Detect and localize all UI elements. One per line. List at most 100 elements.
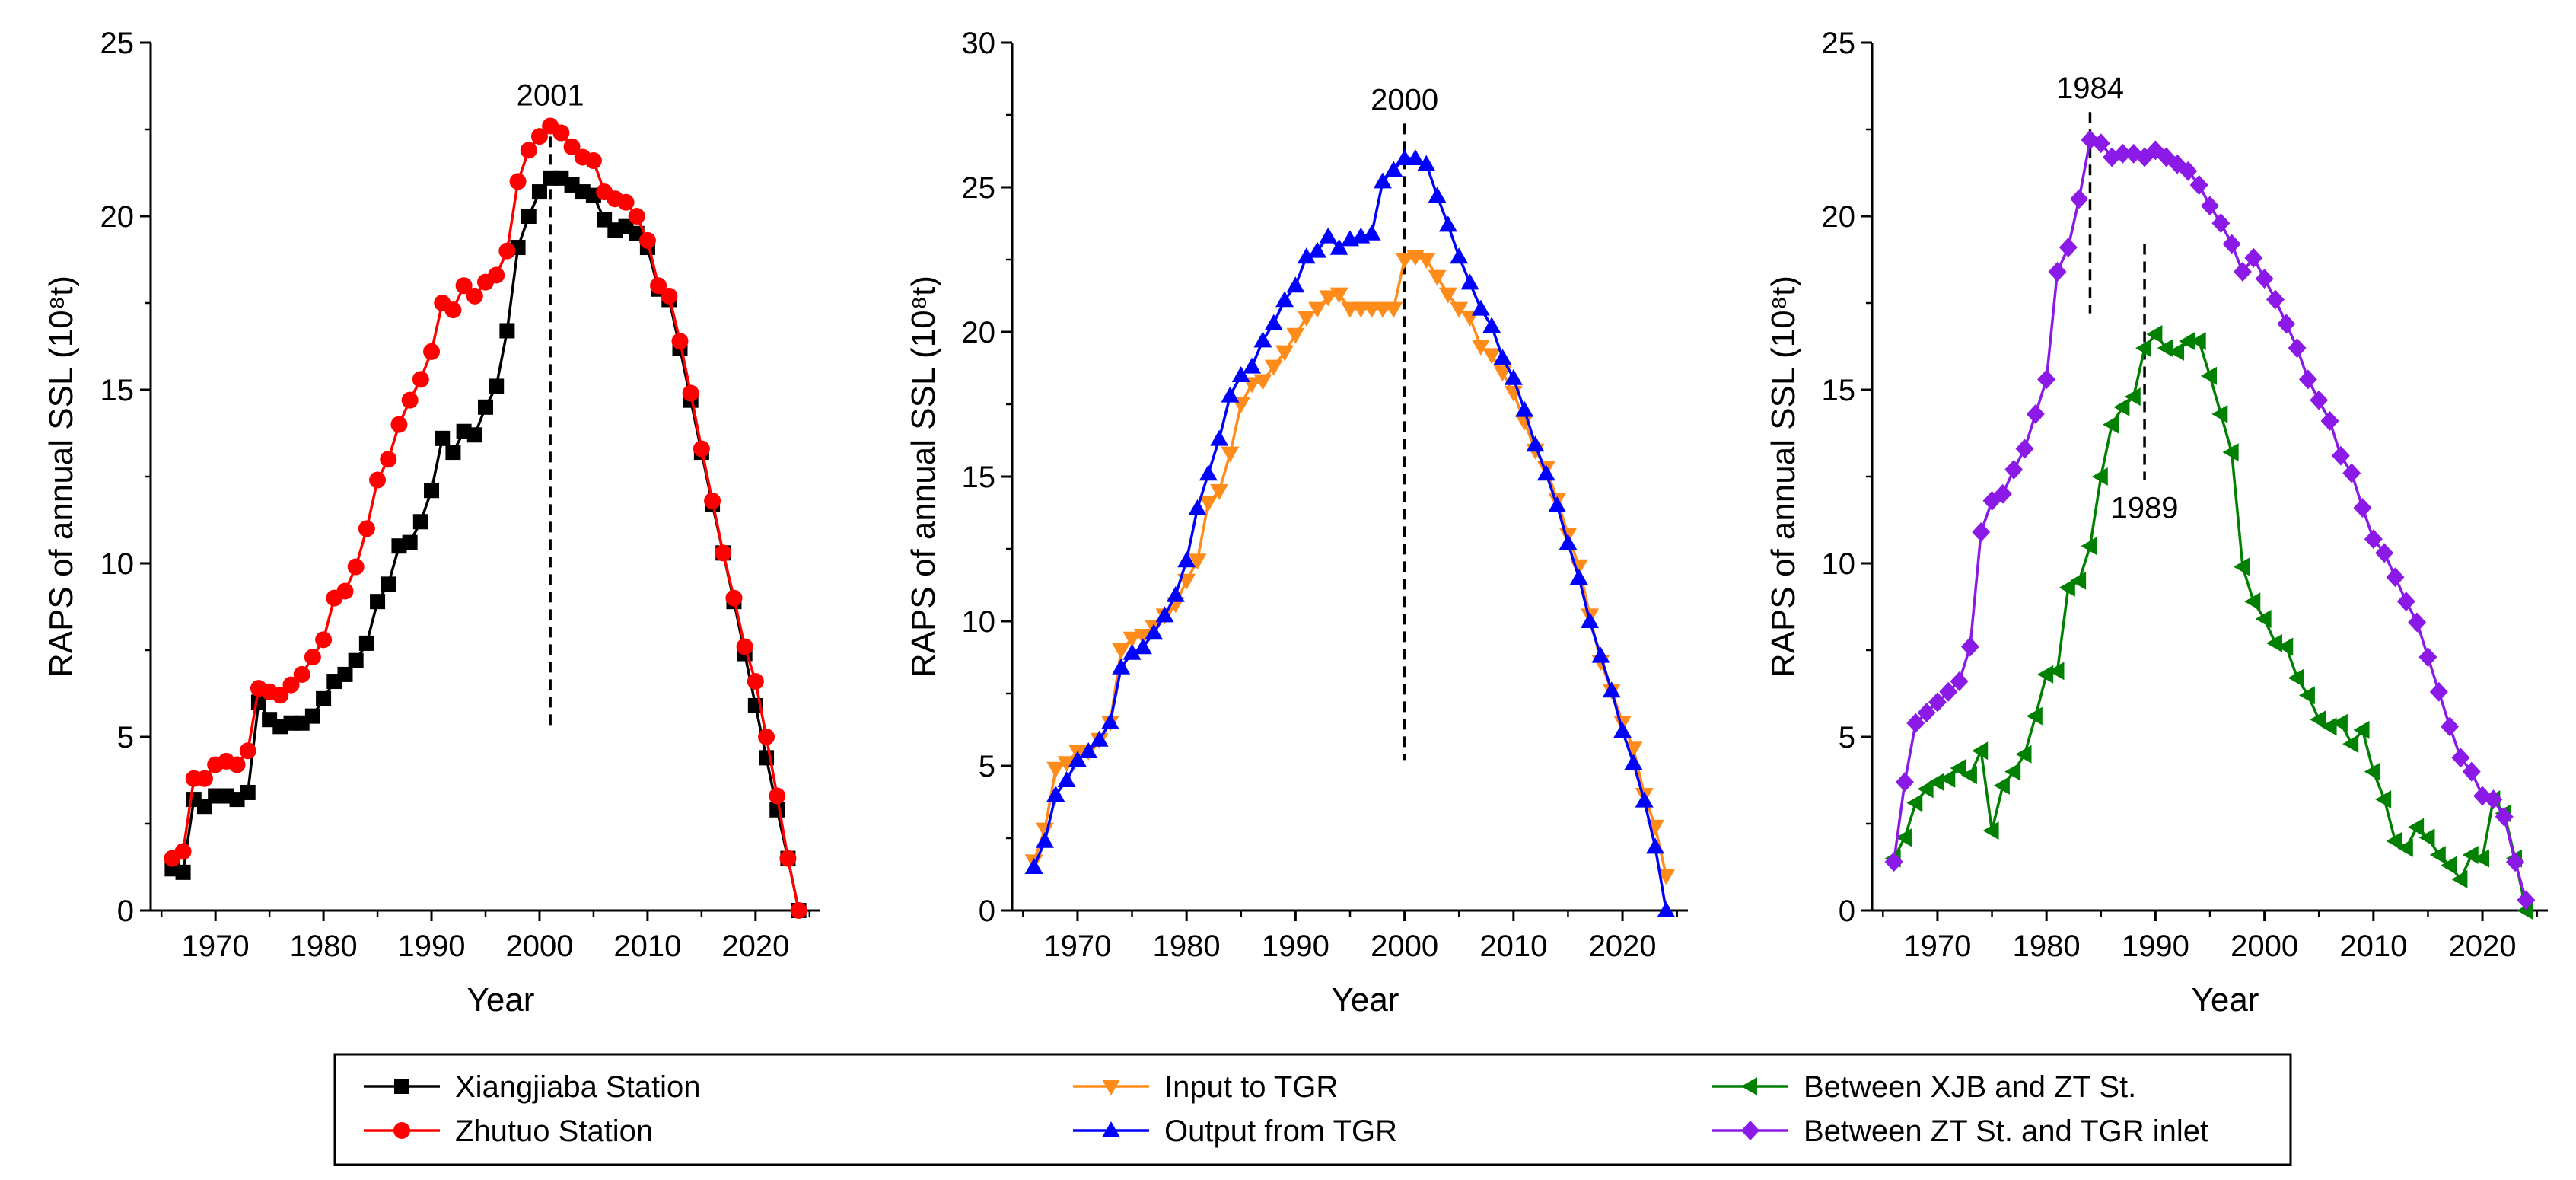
data-point [2418,828,2435,847]
data-point [1515,414,1534,431]
chart-panel-between-reaches: 0 5 10 15 20 25 1970 1980 1990 2000 2010 2020 Year RA… [1765,27,2548,1019]
data-point [1122,643,1142,660]
data-point [1112,658,1131,675]
data-point [2179,161,2198,181]
data-point [455,277,473,295]
x-tick-label: 2020 [2449,930,2517,963]
data-point [2288,338,2307,359]
series-between-xjb-and-zt-st [1884,325,2533,920]
data-point [2266,289,2285,310]
data-point [1972,741,1989,761]
data-point [1450,247,1469,264]
x-tick-label: 1970 [1043,930,1111,963]
data-point [1188,499,1207,515]
data-point [1536,464,1555,481]
data-point [1428,269,1447,286]
data-point [2277,314,2296,334]
data-point [715,544,732,562]
data-point [1906,713,1925,733]
data-point [2103,415,2119,434]
data-point [2189,174,2208,195]
x-tick-label: 2000 [1371,930,1438,963]
data-point [1286,327,1305,344]
data-point [1406,149,1425,165]
data-point [337,666,353,682]
data-point [466,287,483,305]
legend-label: Input to TGR [1164,1070,1338,1104]
data-point [2320,411,2339,432]
x-tick-label: 1990 [2122,930,2189,963]
x-tick-label: 1980 [1153,930,1221,963]
x-tick-label: 2020 [721,930,789,963]
data-point [228,756,246,773]
data-point [2386,567,2405,588]
x-axis-title: Year [1332,981,1399,1019]
data-point [196,770,213,787]
x-tick-label: 1990 [1262,930,1329,963]
data-point [1210,484,1229,500]
data-point [2473,849,2490,868]
legend-item-between-xjb-and-zt-st: Between XJB and ZT St. [1712,1070,2136,1104]
legend-item-xiangjiaba-station: Xiangjiaba Station [364,1070,700,1104]
data-point [2189,332,2206,351]
data-point [2244,247,2263,268]
data-point [240,784,256,800]
data-point [628,208,645,225]
data-point [2310,390,2329,410]
data-point [1460,273,1479,290]
y-tick-label: 15 [100,374,135,407]
data-point [1895,828,1912,847]
data-point [412,514,428,530]
data-point [1895,772,1914,793]
y-tick-label: 5 [1839,721,1855,754]
y-tick-label: 0 [1839,895,1855,928]
series-input-to-tgr [1024,250,1676,885]
data-point [412,371,429,388]
data-point [272,687,289,704]
data-point [1950,759,1966,778]
data-point [370,594,386,610]
legend-label: Output from TGR [1164,1115,1397,1148]
data-point [1972,521,1991,542]
data-point [1417,253,1436,269]
data-point [2255,269,2274,289]
data-point [1559,534,1578,550]
data-point [1090,730,1109,747]
data-point [2495,806,2514,827]
data-point [1133,638,1152,655]
legend-marker [1741,1121,1759,1140]
data-point [2157,339,2173,358]
data-point [563,138,581,155]
data-point [435,430,451,446]
y-tick-label: 0 [117,895,134,928]
data-point [2124,387,2141,407]
data-point [1906,793,1923,812]
data-point [1319,290,1338,307]
y-tick-label: 0 [979,895,995,928]
data-point [1993,483,2012,504]
data-point [1657,901,1676,917]
data-point [2211,404,2228,423]
data-point [2331,713,2348,732]
data-point [401,391,419,409]
data-point [1264,314,1283,330]
data-point [509,173,527,190]
data-point [1145,623,1164,640]
data-point [1100,713,1119,729]
data-point [531,184,547,200]
annotation-label-2000: 2000 [1371,83,1438,116]
data-point [1243,357,1262,374]
data-point [2004,762,2021,781]
data-point [1362,224,1381,241]
data-point [1624,754,1643,770]
y-tick-label: 20 [962,316,996,349]
data-point [2342,463,2361,483]
data-point [1112,643,1131,659]
data-point [1917,703,1936,723]
data-point [175,864,191,880]
data-point [369,471,387,489]
data-point [1046,786,1065,802]
data-point [2113,397,2130,416]
series-zhutuo-station [164,117,807,919]
data-point [530,128,548,145]
